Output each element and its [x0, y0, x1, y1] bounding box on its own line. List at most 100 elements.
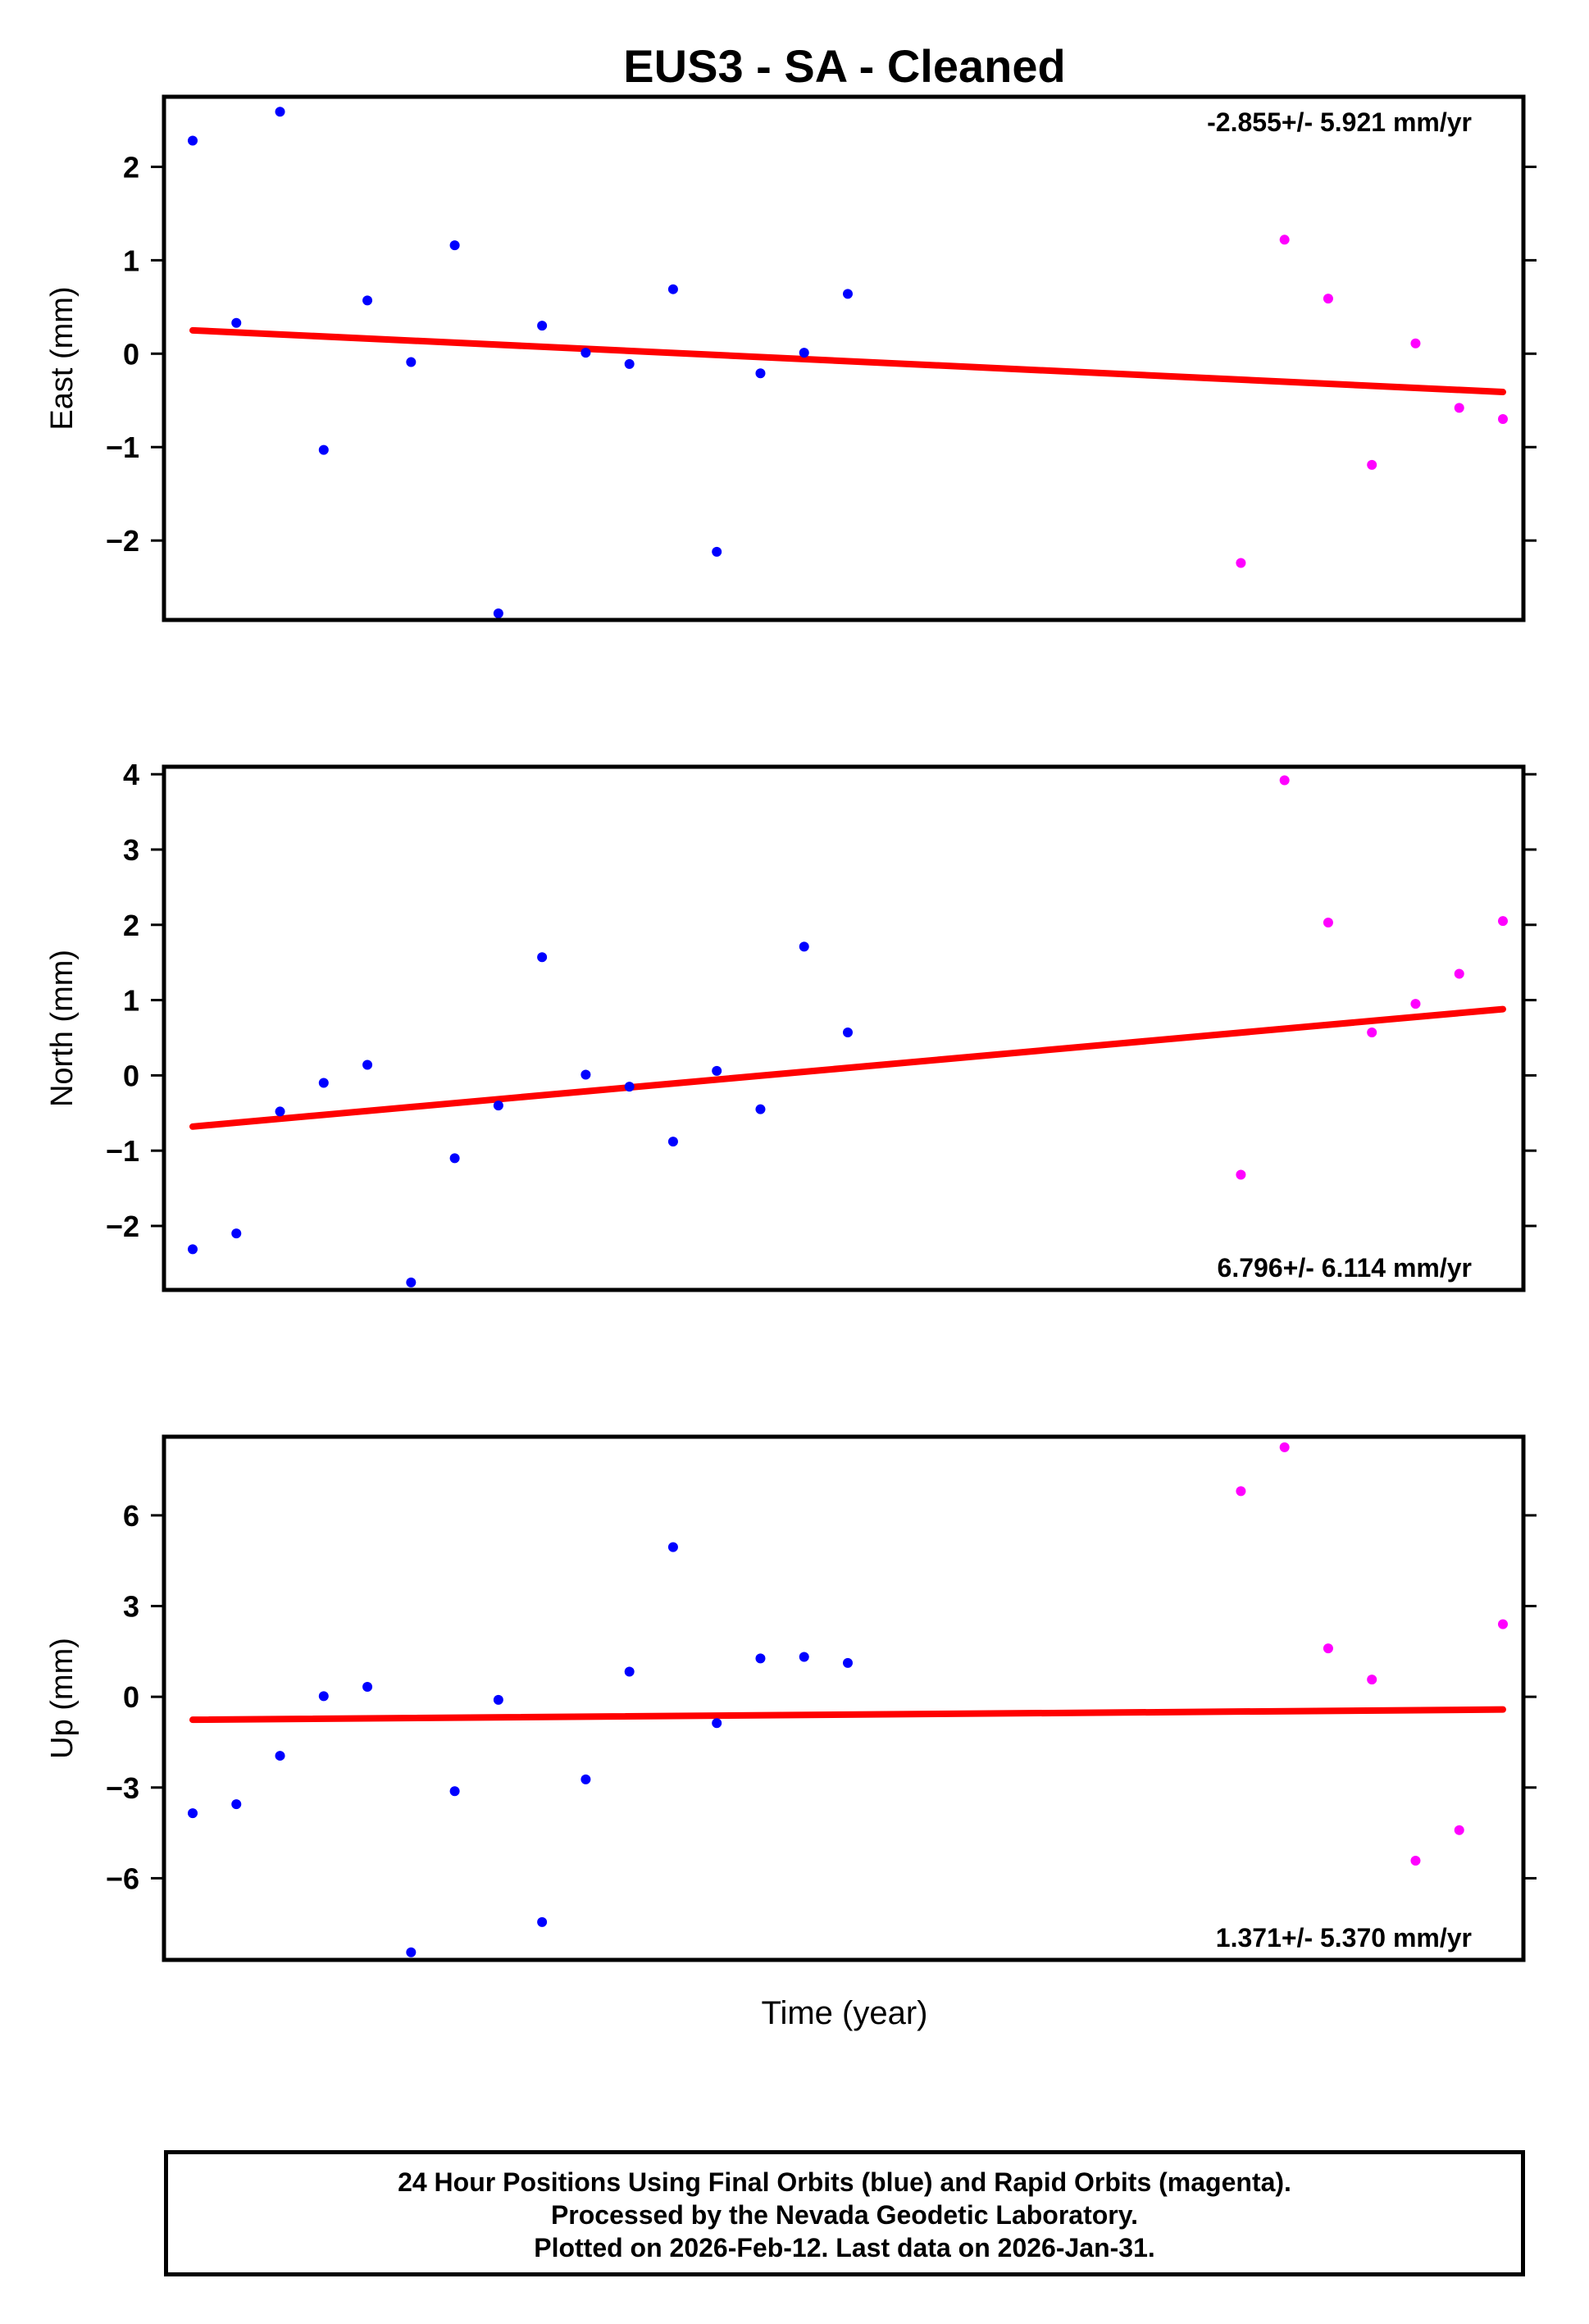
east-final-point [537, 321, 548, 331]
east-final-point [275, 107, 285, 117]
east-final-point [799, 348, 809, 358]
east-frame [162, 94, 1526, 622]
east-final-point [755, 368, 766, 379]
up-final-point [493, 1694, 503, 1705]
up-final-point [537, 1916, 548, 1927]
north-rapid-point [1367, 1028, 1377, 1038]
east-final-point [318, 444, 329, 455]
north-rapid-point [1236, 1169, 1246, 1180]
north-tick-label: −1 [106, 1134, 139, 1168]
up-tick-label: 3 [123, 1590, 139, 1624]
north-final-point [406, 1277, 417, 1287]
east-panel: 2 1 0 −1 −2 East (mm) -2.855+/- 5.921 mm/yr [45, 94, 1537, 622]
up-fit-line [189, 1706, 1506, 1724]
footer-line-2: Processed by the Nevada Geodetic Laborat… [550, 2200, 1139, 2230]
north-final-point [624, 1082, 635, 1092]
x-axis-label: Time (year) [762, 1995, 928, 2031]
north-final-point [449, 1153, 460, 1164]
north-tick-label: 2 [123, 909, 139, 942]
east-tick-label: 2 [123, 150, 139, 184]
footer-box: 24 Hour Positions Using Final Orbits (bl… [164, 2150, 1525, 2276]
north-final-point [493, 1100, 503, 1111]
north-rapid-point [1279, 775, 1290, 786]
chart: EUS3 - SA - Cleaned 2 1 0 −1 −2 East (mm) -2.8… [45, 40, 1537, 2031]
up-rapid-point [1323, 1643, 1333, 1654]
east-rapid-point [1279, 235, 1290, 245]
north-tick-label: 1 [123, 984, 139, 1018]
up-final-point [275, 1751, 285, 1761]
east-final-point [843, 289, 853, 299]
east-final-point [624, 358, 635, 369]
north-rapid-point [1323, 918, 1333, 928]
north-final-point [318, 1078, 329, 1088]
up-tick-label: 6 [123, 1499, 139, 1533]
up-tick-label: 0 [123, 1680, 139, 1714]
north-final-point [188, 1244, 198, 1255]
east-final-point [362, 295, 373, 306]
up-rapid-point [1236, 1486, 1246, 1497]
footer-line-3: Plotted on 2026-Feb-12. Last data on 202… [534, 2233, 1155, 2262]
east-rapid-point [1236, 558, 1246, 568]
east-tick-label: −1 [106, 431, 139, 464]
east-rapid-point [1323, 294, 1333, 304]
up-frame [162, 1434, 1526, 1962]
up-rapid-point [1454, 1825, 1464, 1835]
up-final-point [362, 1681, 373, 1692]
north-tick-label: −2 [106, 1210, 139, 1243]
up-panel: 6 3 0 −3 −6 Up (mm) 1.371+/- 5.370 mm/yr [45, 1434, 1537, 1962]
up-final-point [449, 1786, 460, 1797]
up-final-point [712, 1718, 722, 1729]
east-rapid-point [1498, 414, 1508, 425]
north-tick-label: 0 [123, 1059, 139, 1092]
up-final-point [188, 1808, 198, 1819]
east-tick-label: −2 [106, 524, 139, 558]
east-final-point [406, 357, 417, 367]
north-final-point [362, 1059, 373, 1070]
north-final-point [537, 952, 548, 963]
north-rapid-point [1454, 968, 1464, 979]
north-final-point [755, 1104, 766, 1114]
up-final-point [624, 1666, 635, 1677]
footer-line-1: 24 Hour Positions Using Final Orbits (bl… [398, 2167, 1291, 2197]
up-rapid-point [1367, 1675, 1377, 1685]
east-rapid-point [1410, 338, 1421, 349]
north-panel: 4 3 2 1 0 −1 −2 North (mm) 6.796+/- 6.114 mm/yr [45, 758, 1537, 1292]
up-rapid-point [1279, 1442, 1290, 1452]
up-y-axis-label: Up (mm) [45, 1638, 80, 1759]
east-tick-label: 0 [123, 337, 139, 371]
up-final-point [799, 1652, 809, 1662]
up-rapid-point [1498, 1619, 1508, 1629]
north-fit-line [189, 1005, 1506, 1130]
north-rapid-point [1410, 999, 1421, 1009]
east-final-point [449, 240, 460, 251]
east-rapid-point [1454, 403, 1464, 413]
east-final-point [712, 546, 722, 557]
north-final-point [843, 1028, 853, 1038]
north-y-axis-label: North (mm) [45, 950, 80, 1107]
up-final-point [406, 1947, 417, 1957]
up-rapid-point [1410, 1856, 1421, 1866]
north-final-point [799, 941, 809, 952]
up-tick-label: −3 [106, 1771, 139, 1805]
up-final-point [581, 1774, 591, 1784]
north-final-point [581, 1069, 591, 1080]
up-rate-label: 1.371+/- 5.370 mm/yr [1216, 1923, 1472, 1953]
north-final-point [712, 1065, 722, 1076]
east-tick-label: 1 [123, 244, 139, 277]
north-final-point [275, 1106, 285, 1117]
up-final-point [231, 1799, 242, 1810]
chart-title: EUS3 - SA - Cleaned [623, 40, 1065, 92]
up-final-point [318, 1691, 329, 1702]
panels: 2 1 0 −1 −2 East (mm) -2.855+/- 5.921 mm/yr 4 3 2… [45, 94, 1537, 1962]
up-final-point [755, 1653, 766, 1664]
north-rate-label: 6.796+/- 6.114 mm/yr [1218, 1253, 1472, 1283]
east-final-point [493, 608, 503, 619]
north-frame [162, 764, 1526, 1292]
east-rate-label: -2.855+/- 5.921 mm/yr [1207, 107, 1472, 137]
east-fit-line [189, 326, 1506, 396]
up-final-point [843, 1657, 853, 1668]
north-tick-label: 4 [123, 758, 139, 791]
north-tick-label: 3 [123, 833, 139, 867]
east-y-axis-label: East (mm) [45, 286, 80, 430]
north-final-point [667, 1137, 678, 1147]
